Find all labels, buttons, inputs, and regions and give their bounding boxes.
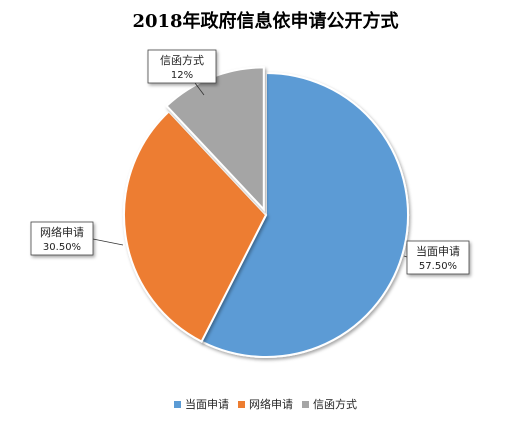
legend-label: 网络申请 — [249, 398, 293, 411]
chart-legend: 当面申请 网络申请 信函方式 — [0, 396, 531, 412]
leader-line-1 — [403, 255, 408, 258]
data-label-value: 57.50% — [419, 261, 457, 272]
data-label-box — [406, 240, 470, 275]
data-label-category: 当面申请 — [416, 244, 460, 258]
pie-slice-1 — [200, 71, 409, 358]
chart-title: 2018年政府信息依申请公开方式 — [132, 11, 399, 32]
data-label-category: 网络申请 — [40, 225, 84, 239]
pie-slice-2 — [123, 110, 268, 343]
legend-item-3: 信函方式 — [302, 396, 357, 412]
legend-label: 当面申请 — [185, 398, 229, 411]
leader-line-3 — [194, 82, 205, 96]
legend-item-2: 网络申请 — [238, 396, 293, 412]
data-label-3: 信函方式 12% — [147, 49, 217, 84]
legend-item-1: 当面申请 — [174, 396, 229, 412]
legend-label: 信函方式 — [313, 398, 357, 411]
data-label-category: 信函方式 — [160, 53, 204, 67]
legend-swatch — [174, 400, 181, 408]
data-label-box — [147, 49, 217, 84]
data-label-value: 30.50% — [43, 242, 81, 253]
data-label-value: 12% — [171, 70, 193, 81]
legend-swatch — [238, 400, 245, 408]
legend-swatch — [302, 400, 309, 408]
leader-line-2 — [92, 238, 124, 246]
data-label-box — [30, 221, 94, 256]
data-label-2: 网络申请 30.50% — [30, 221, 94, 256]
data-label-1: 当面申请 57.50% — [406, 240, 470, 275]
